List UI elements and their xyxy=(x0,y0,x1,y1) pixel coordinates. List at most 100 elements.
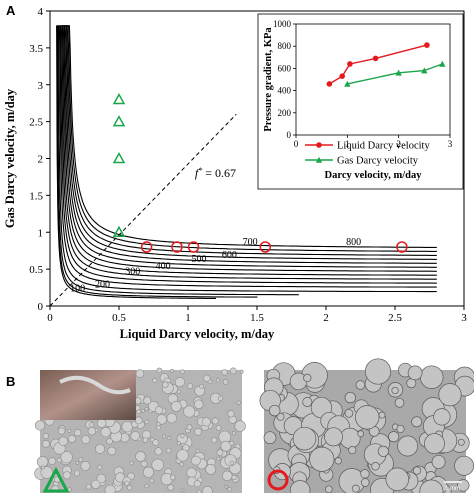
bubble xyxy=(58,436,68,446)
main-x-axis-title: Liquid Darcy velocity, m/day xyxy=(120,327,275,341)
bubble xyxy=(334,457,342,465)
inset-circle-marker xyxy=(339,73,346,79)
circle-data-point xyxy=(140,241,153,253)
bubble xyxy=(166,412,178,424)
circle-marker-icon xyxy=(267,469,289,491)
bubble xyxy=(176,441,181,446)
bubble xyxy=(56,457,62,463)
bubble xyxy=(167,436,172,441)
bubble xyxy=(229,440,235,446)
bubble xyxy=(431,454,446,469)
panel-b-letter: B xyxy=(6,374,15,389)
bubble xyxy=(222,379,229,385)
bubble xyxy=(67,428,72,433)
legend-label: Liquid Darcy velocity xyxy=(337,141,430,152)
main-y-tick-label: 2.5 xyxy=(29,117,43,129)
main-x-tick-label: 2.5 xyxy=(388,312,402,324)
bubble xyxy=(234,420,246,432)
bubble xyxy=(411,416,423,428)
bubble xyxy=(378,411,386,419)
bubble xyxy=(391,386,399,395)
bubble xyxy=(166,447,172,454)
bubble xyxy=(170,400,182,412)
inset-y-axis-title: Pressure gradient, KPa xyxy=(263,27,274,132)
main-x-tick-label: 1.5 xyxy=(250,312,264,324)
bubble xyxy=(149,478,155,484)
curve-label: 100 xyxy=(70,283,85,294)
main-y-tick-label: 4 xyxy=(38,6,44,18)
main-x-tick-label: 2 xyxy=(323,312,329,324)
inset-plot-frame xyxy=(295,23,451,136)
bubble xyxy=(239,369,244,374)
main-y-tick-label: 3.5 xyxy=(29,43,43,55)
curve-label: 500 xyxy=(192,254,207,265)
bubble xyxy=(397,435,419,457)
bubble xyxy=(454,455,474,476)
bubble xyxy=(135,451,146,462)
bubble xyxy=(355,380,366,390)
inset-circle-marker xyxy=(326,81,333,87)
bubble xyxy=(231,431,236,436)
iso-curve xyxy=(64,25,437,260)
inset-x-tick-label: 0 xyxy=(294,139,299,149)
bubble xyxy=(174,377,185,388)
inset-circle-marker xyxy=(372,55,379,62)
fg-annotation: f* = 0.67 xyxy=(195,166,236,180)
bubble xyxy=(433,408,451,426)
curve-label: 600 xyxy=(222,250,237,261)
bubble xyxy=(211,417,219,425)
bubble xyxy=(95,443,106,454)
bubble xyxy=(183,405,196,418)
bubble xyxy=(156,414,168,425)
bubble xyxy=(60,451,73,464)
curve-label: 300 xyxy=(125,266,140,277)
bubble xyxy=(100,426,111,438)
bubble xyxy=(412,466,422,475)
inset-photo-detail xyxy=(59,375,131,395)
bubble xyxy=(155,406,164,415)
bubble xyxy=(180,433,185,439)
bubble xyxy=(193,480,201,488)
bubble xyxy=(167,484,174,491)
bubble xyxy=(140,460,148,468)
inset-y-tick-label: 800 xyxy=(278,41,292,51)
curve-label: 700 xyxy=(243,237,258,248)
bubble xyxy=(87,426,97,436)
bubble xyxy=(227,486,232,492)
bubble xyxy=(90,479,101,490)
main-x-tick-label: 3 xyxy=(461,312,467,324)
triangle-data-point xyxy=(112,151,126,164)
bubble xyxy=(106,437,113,445)
bubble xyxy=(144,483,149,489)
inset-y-tick-label: 1000 xyxy=(273,19,292,29)
bubble xyxy=(222,470,233,481)
bubble xyxy=(104,484,116,493)
circle-data-point xyxy=(259,241,272,253)
bubble xyxy=(348,446,357,455)
bubble xyxy=(419,365,444,389)
bubble xyxy=(229,367,237,375)
bubble xyxy=(385,467,410,492)
bubble xyxy=(57,427,66,435)
bubble xyxy=(215,424,222,431)
bubble xyxy=(80,460,91,471)
bubble xyxy=(268,404,281,417)
bubble xyxy=(179,369,185,375)
bubble xyxy=(136,409,141,415)
bubble xyxy=(216,449,224,457)
bubble xyxy=(339,427,361,449)
inset-circle-marker xyxy=(424,42,430,48)
main-y-tick-label: 0.5 xyxy=(29,264,43,276)
bubble xyxy=(124,480,130,486)
iso-curve xyxy=(56,25,258,298)
bubble xyxy=(211,437,218,444)
bubble xyxy=(180,488,185,493)
bubble xyxy=(121,420,133,433)
bubble-texture-right xyxy=(259,358,474,493)
bubble xyxy=(176,389,181,394)
bubble xyxy=(62,471,72,480)
bubble xyxy=(186,424,193,431)
main-y-tick-label: 3 xyxy=(38,80,44,92)
circle-data-point xyxy=(187,241,200,253)
bubble xyxy=(194,427,202,436)
